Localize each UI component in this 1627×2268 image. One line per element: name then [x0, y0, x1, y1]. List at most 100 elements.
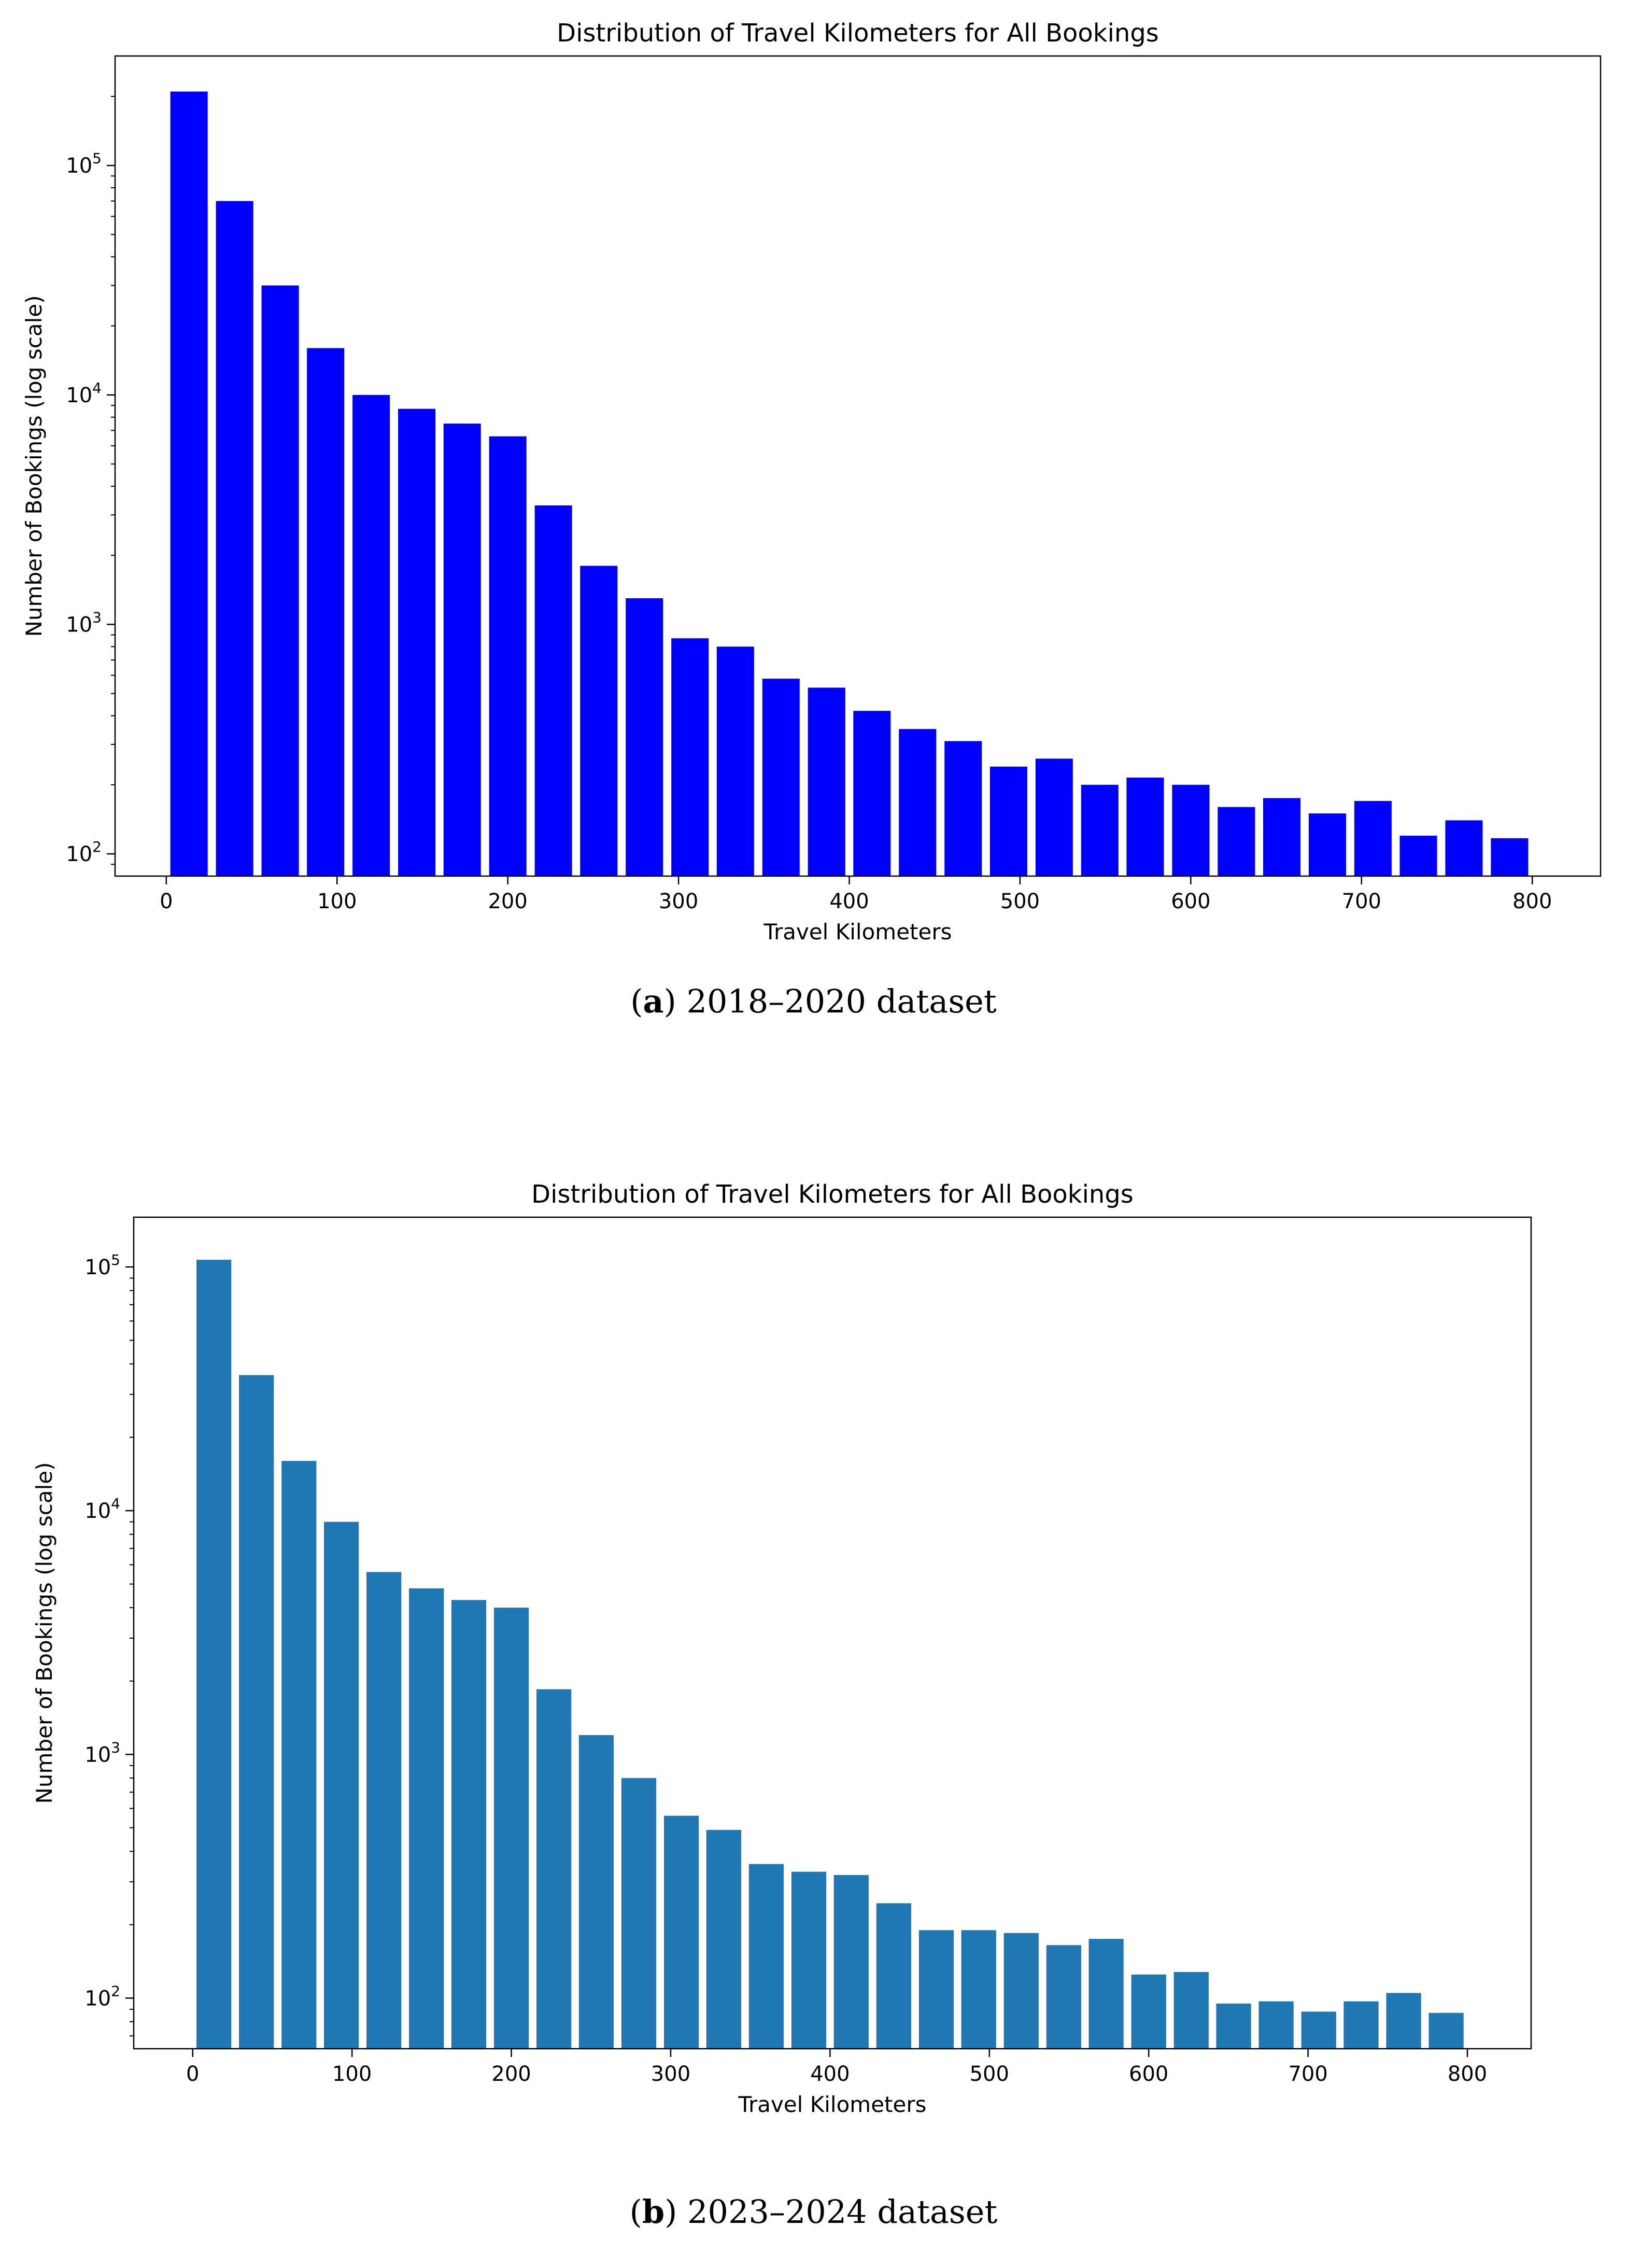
chart-a-bar: [580, 566, 618, 876]
chart-b-bar: [918, 1930, 954, 2049]
chart-a-bar: [443, 424, 481, 876]
chart-b-bar: [1216, 2003, 1251, 2049]
caption-b: (b) 2023–2024 dataset: [629, 2193, 998, 2231]
chart-b-x-tick-label: 300: [651, 2062, 690, 2086]
chart-a-bar: [808, 687, 845, 876]
caption-a: (a) 2018–2020 dataset: [630, 982, 997, 1020]
chart-a-bar: [1035, 758, 1073, 876]
chart-a-y-tick-label: 103: [66, 609, 102, 637]
chart-a-bar: [352, 395, 390, 876]
chart-b-bar: [961, 1930, 996, 2049]
chart-b-x-tick-label: 200: [491, 2062, 531, 2086]
chart-a-bar: [534, 505, 572, 876]
chart-a-x-tick-label: 200: [488, 890, 527, 913]
chart-b-bar: [366, 1572, 402, 2049]
chart-a-bar: [1263, 798, 1300, 876]
chart-b-bar: [1343, 2001, 1379, 2049]
chart-b-bar: [833, 1875, 869, 2049]
chart-a-bar: [671, 638, 709, 876]
chart-b-bar: [239, 1375, 274, 2049]
chart-a-bar: [899, 729, 937, 876]
chart-a-bar: [1491, 838, 1529, 876]
chart-a-bar: [1172, 784, 1210, 876]
chart-b-bar: [1003, 1933, 1039, 2049]
chart-a-x-tick-label: 0: [160, 890, 173, 913]
caption-a-text: 2018–2020 dataset: [676, 982, 997, 1020]
chart-a-plot-frame: [114, 55, 1602, 877]
caption-b-label: b: [642, 2193, 665, 2231]
chart-b-y-tick-label: 103: [84, 1739, 120, 1767]
chart-a-bar: [1445, 820, 1483, 876]
chart-b-bar: [1386, 1993, 1421, 2049]
chart-a-y-tick-label: 104: [66, 379, 102, 407]
chart-b-bar: [1301, 2011, 1336, 2049]
chart-b-plot-frame: [133, 1216, 1532, 2050]
chart-b-y-tick-label: 104: [84, 1495, 120, 1523]
chart-b-bar: [663, 1815, 699, 2049]
chart-a-bar: [626, 598, 663, 876]
chart-a-bar: [853, 711, 891, 876]
chart-b-bar: [323, 1522, 359, 2049]
chart-a-x-tick-label: 300: [659, 890, 698, 913]
chart-b-bar: [1088, 1939, 1124, 2049]
chart-a-bar: [1081, 784, 1119, 876]
chart-b-x-tick-label: 100: [332, 2062, 372, 2086]
chart-b-bar: [196, 1260, 232, 2049]
chart-a-bar: [1126, 777, 1164, 876]
chart-b-y-tick-label: 105: [84, 1251, 120, 1279]
chart-a-x-tick-label: 700: [1342, 890, 1381, 913]
chart-a-x-tick-label: 600: [1171, 890, 1210, 913]
chart-b-title: Distribution of Travel Kilometers for Al…: [531, 1180, 1134, 1209]
chart-b-x-tick-label: 500: [970, 2062, 1009, 2086]
chart-a-x-tick-label: 800: [1512, 890, 1552, 913]
chart-a-bar: [1399, 836, 1437, 876]
chart-a-bar: [307, 348, 345, 876]
chart-b-bar: [409, 1588, 444, 2049]
chart-b-bar: [451, 1600, 487, 2049]
chart-b-bar: [748, 1864, 784, 2049]
caption-b-text: 2023–2024 dataset: [677, 2193, 998, 2231]
chart-b-bar: [706, 1829, 741, 2049]
chart-b-y-tick-label: 102: [84, 1982, 120, 2010]
chart-b-bar: [1131, 1974, 1166, 2049]
chart-b-bar: [621, 1778, 657, 2049]
chart-b-y-axis-label: Number of Bookings (log scale): [32, 1462, 57, 1804]
chart-a-bar: [944, 741, 982, 876]
chart-b-bar: [791, 1871, 827, 2049]
chart-a-bar: [261, 285, 299, 876]
chart-a-x-tick-label: 400: [829, 890, 869, 913]
caption-a-label: a: [643, 982, 664, 1020]
chart-a-y-tick-label: 102: [66, 838, 102, 866]
chart-a-bar: [1354, 801, 1392, 876]
chart-b-x-tick-label: 800: [1448, 2062, 1487, 2086]
chart-panel-b: Distribution of Travel Kilometers for Al…: [0, 1161, 1627, 2268]
chart-a-x-tick-label: 100: [317, 890, 357, 913]
chart-b-x-tick-label: 600: [1129, 2062, 1168, 2086]
chart-b-bar: [578, 1735, 614, 2049]
chart-b-bar: [1046, 1945, 1081, 2049]
chart-a-bar: [762, 679, 800, 876]
chart-b-bar: [876, 1903, 911, 2049]
chart-b-x-axis-label: Travel Kilometers: [738, 2092, 927, 2117]
chart-a-y-axis-label: Number of Bookings (log scale): [21, 295, 47, 637]
chart-b-bar: [1173, 1971, 1209, 2049]
chart-a: Distribution of Travel Kilometers for Al…: [21, 19, 1602, 945]
chart-b-x-tick-label: 700: [1288, 2062, 1327, 2086]
chart-a-y-tick-label: 105: [66, 150, 102, 178]
chart-a-title: Distribution of Travel Kilometers for Al…: [557, 19, 1159, 48]
chart-b-x-tick-label: 400: [810, 2062, 850, 2086]
chart-a-bar: [216, 201, 253, 877]
chart-a-bar: [989, 766, 1027, 876]
chart-b-x-tick-label: 0: [186, 2062, 199, 2086]
chart-a-x-axis-label: Travel Kilometers: [763, 919, 952, 945]
chart-b-bar: [281, 1461, 317, 2049]
chart-b: Distribution of Travel Kilometers for Al…: [32, 1180, 1532, 2117]
chart-a-bar: [170, 91, 208, 876]
chart-a-bar: [1218, 807, 1255, 876]
chart-panel-a: Distribution of Travel Kilometers for Al…: [0, 0, 1627, 1115]
chart-b-bar: [1428, 2012, 1464, 2049]
chart-a-bar: [398, 408, 436, 876]
chart-a-bar: [1308, 813, 1346, 876]
chart-b-bar: [493, 1608, 529, 2049]
chart-b-bar: [1258, 2001, 1294, 2049]
